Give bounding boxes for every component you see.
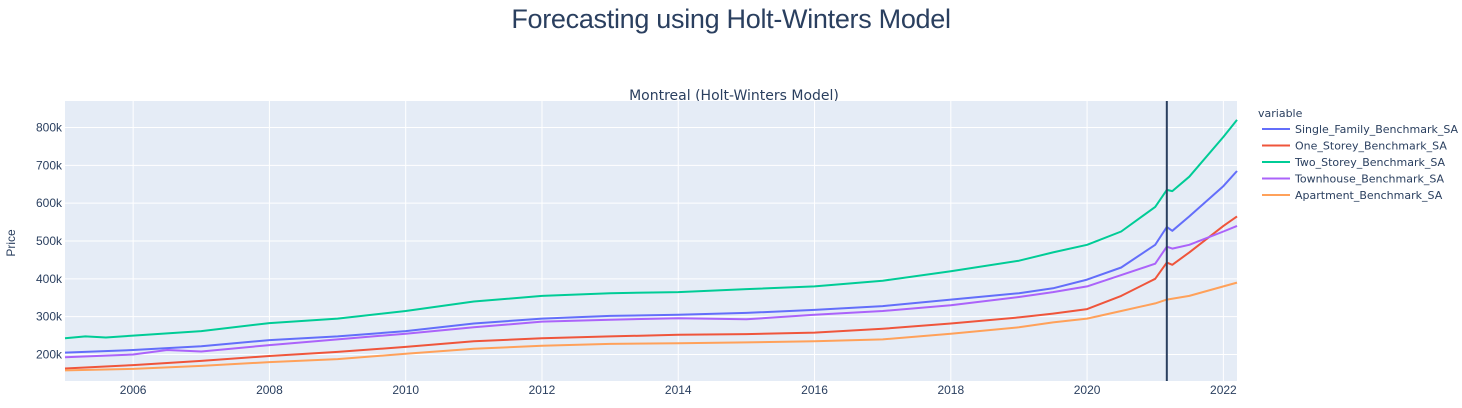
legend-item: Single_Family_Benchmark_SA xyxy=(1295,123,1459,136)
y-tick-label: 300k xyxy=(36,310,63,324)
page-title: Forecasting using Holt-Winters Model xyxy=(511,4,951,34)
x-tick-label: 2006 xyxy=(120,383,147,397)
y-tick-label: 200k xyxy=(36,348,63,362)
legend-item: Two_Storey_Benchmark_SA xyxy=(1294,156,1446,169)
y-axis-title: Price xyxy=(4,229,18,257)
legend-item: One_Storey_Benchmark_SA xyxy=(1295,140,1447,153)
chart-subtitle: Montreal (Holt-Winters Model) xyxy=(629,88,839,104)
y-tick-label: 400k xyxy=(36,272,63,286)
y-tick-label: 800k xyxy=(36,120,63,134)
x-tick-label: 2012 xyxy=(529,383,556,397)
legend-title: variable xyxy=(1258,107,1303,120)
x-tick-label: 2018 xyxy=(937,383,964,397)
y-axis-ticks: 200k 300k 400k 500k 600k 700k 800k xyxy=(36,120,63,361)
x-tick-label: 2010 xyxy=(392,383,419,397)
legend-item: Townhouse_Benchmark_SA xyxy=(1294,173,1445,186)
x-tick-label: 2016 xyxy=(801,383,828,397)
x-axis-ticks: 2006 2008 2010 2012 2014 2016 2018 2020 2022 xyxy=(120,383,1237,397)
legend: variable Single_Family_Benchmark_SA One_S… xyxy=(1258,107,1459,202)
x-tick-label: 2008 xyxy=(256,383,283,397)
x-tick-label: 2014 xyxy=(665,383,692,397)
x-tick-label: 2022 xyxy=(1210,383,1237,397)
y-tick-label: 500k xyxy=(36,234,63,248)
legend-item: Apartment_Benchmark_SA xyxy=(1295,189,1443,202)
series-line xyxy=(64,119,1238,340)
y-tick-label: 600k xyxy=(36,196,63,210)
y-tick-label: 700k xyxy=(36,158,63,172)
x-tick-label: 2020 xyxy=(1074,383,1101,397)
series-line xyxy=(64,281,1238,372)
